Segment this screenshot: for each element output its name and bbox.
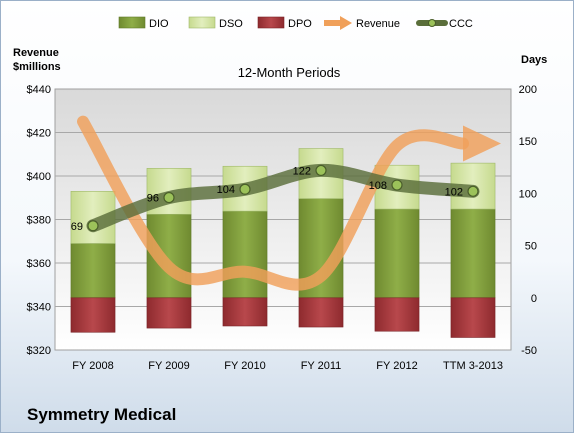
left-axis-title-line1: Revenue bbox=[13, 47, 59, 59]
ccc-data-label: 102 bbox=[445, 186, 463, 198]
ccc-data-label: 69 bbox=[71, 221, 83, 233]
dio-bar bbox=[374, 208, 420, 299]
ccc-point bbox=[239, 183, 251, 195]
dio-bar bbox=[450, 208, 496, 299]
revenue-line bbox=[77, 115, 469, 291]
x-tick-label: TTM 3-2013 bbox=[443, 360, 503, 372]
ccc-point bbox=[391, 179, 403, 191]
right-tick-label: 100 bbox=[519, 188, 537, 200]
dpo-bar bbox=[450, 297, 496, 338]
ccc-data-label: 96 bbox=[147, 193, 159, 205]
left-tick-label: $400 bbox=[27, 171, 51, 183]
dpo-bar bbox=[146, 297, 192, 329]
dpo-bar bbox=[374, 297, 420, 332]
legend-label: DSO bbox=[219, 18, 243, 30]
left-tick-label: $380 bbox=[27, 215, 51, 227]
left-tick-label: $440 bbox=[27, 84, 51, 96]
dio-bar bbox=[70, 243, 116, 299]
legend-swatch bbox=[118, 16, 146, 29]
right-tick-label: -50 bbox=[521, 345, 537, 357]
ccc-point bbox=[467, 185, 479, 197]
left-tick-label: $320 bbox=[27, 345, 51, 357]
right-tick-label: 0 bbox=[531, 293, 537, 305]
dpo-bar bbox=[222, 297, 268, 327]
ccc-data-label: 104 bbox=[217, 184, 235, 196]
legend-label: Revenue bbox=[356, 18, 400, 30]
company-name: Symmetry Medical bbox=[27, 405, 177, 424]
ccc-data-label: 122 bbox=[293, 165, 311, 177]
dio-bar bbox=[222, 210, 268, 299]
legend-label: DIO bbox=[149, 18, 169, 30]
right-tick-label: 150 bbox=[519, 136, 537, 148]
dpo-bar bbox=[298, 297, 344, 328]
chart-title: 12-Month Periods bbox=[238, 65, 341, 80]
legend-swatch bbox=[188, 16, 216, 29]
ccc-point bbox=[87, 220, 99, 232]
dpo-bar bbox=[70, 297, 116, 333]
right-axis-title: Days bbox=[521, 54, 547, 66]
revenue-arrowhead bbox=[463, 125, 501, 162]
left-tick-label: $360 bbox=[27, 258, 51, 270]
ccc-line bbox=[86, 163, 480, 233]
x-tick-label: FY 2010 bbox=[224, 360, 265, 372]
ccc-point bbox=[315, 164, 327, 177]
ccc-point bbox=[163, 191, 175, 204]
legend-swatch-marker bbox=[428, 19, 436, 27]
left-tick-label: $340 bbox=[27, 302, 51, 314]
legend-label: CCC bbox=[449, 18, 473, 30]
left-tick-label: $420 bbox=[27, 128, 51, 140]
x-tick-label: FY 2012 bbox=[376, 360, 417, 372]
x-tick-label: FY 2011 bbox=[301, 360, 342, 372]
legend-label: DPO bbox=[288, 18, 312, 30]
ccc-data-label: 108 bbox=[369, 180, 387, 192]
x-tick-label: FY 2008 bbox=[72, 360, 113, 372]
left-axis-title-line2: $millions bbox=[13, 61, 61, 73]
x-tick-label: FY 2009 bbox=[148, 360, 189, 372]
right-tick-label: 200 bbox=[519, 84, 537, 96]
legend-swatch-arrowhead bbox=[340, 16, 352, 30]
right-tick-label: 50 bbox=[525, 241, 537, 253]
legend-swatch bbox=[257, 16, 285, 29]
